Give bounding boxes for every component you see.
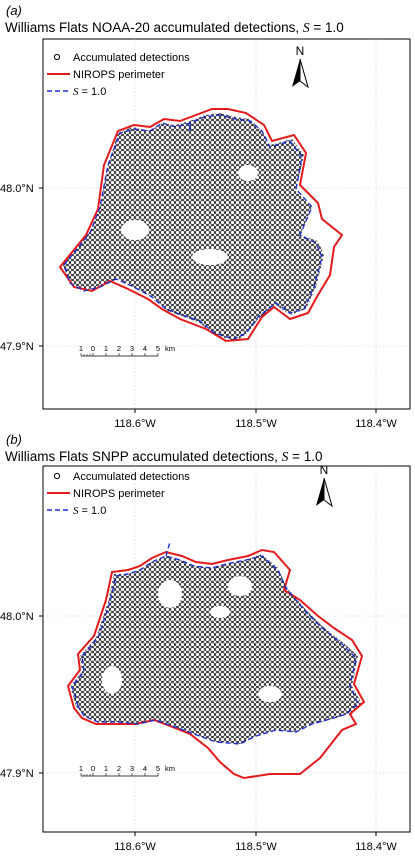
- svg-text:5: 5: [156, 344, 160, 353]
- svg-text:2: 2: [117, 764, 121, 773]
- legend-detections-label: Accumulated detections: [73, 52, 190, 64]
- lon-tick-1184: 118.4°W: [355, 418, 397, 430]
- svg-text:N: N: [320, 463, 329, 477]
- svg-text:0: 0: [91, 344, 95, 353]
- svg-text:2: 2: [117, 344, 121, 353]
- panel-b-letter: (b): [6, 432, 22, 447]
- map-b: 48.0°N 47.9°N 118.6°W 118.5°W 118.4°W Ac…: [0, 463, 411, 853]
- svg-text:3: 3: [130, 344, 134, 353]
- svg-text:N: N: [296, 44, 305, 58]
- map-a-nirops-perimeter: [58, 108, 344, 343]
- panel-a-title: Williams Flats NOAA-20 accumulated detec…: [5, 20, 344, 35]
- map-b-north-arrow-icon: N: [316, 463, 333, 508]
- legend-perimeter-label: NIROPS perimeter: [73, 488, 165, 500]
- legend-perimeter-label: NIROPS perimeter: [73, 69, 165, 81]
- map-b-s-line: [71, 555, 359, 745]
- lon-tick-1186: 118.6°W: [114, 418, 156, 430]
- lon-tick-1186: 118.6°W: [114, 841, 156, 853]
- svg-text:1: 1: [79, 764, 83, 773]
- lat-tick-479: 47.9°N: [0, 768, 34, 780]
- svg-text:3: 3: [130, 764, 134, 773]
- lon-tick-1185: 118.5°W: [235, 841, 277, 853]
- lat-tick-479: 47.9°N: [0, 341, 34, 353]
- legend-detection-marker: [53, 53, 61, 61]
- svg-text:1: 1: [104, 344, 108, 353]
- lat-tick-48: 48.0°N: [0, 611, 34, 623]
- panel-b-title: Williams Flats SNPP accumulated detectio…: [5, 449, 323, 464]
- svg-text:km: km: [165, 344, 175, 353]
- lon-tick-1185: 118.5°W: [235, 418, 277, 430]
- svg-text:4: 4: [143, 764, 147, 773]
- svg-text:0: 0: [91, 764, 95, 773]
- legend-detections-label: Accumulated detections: [73, 471, 190, 483]
- svg-text:km: km: [165, 764, 175, 773]
- map-b-scale-bar: 1 0 1 2 3 4 5 km: [79, 764, 175, 777]
- legend-detection-marker: [53, 472, 61, 480]
- svg-text:4: 4: [143, 344, 147, 353]
- map-a: 48.0°N 47.9°N 118.6°W 118.5°W 118.4°W Ac…: [0, 38, 411, 430]
- lat-tick-48: 48.0°N: [0, 183, 34, 195]
- map-b-legend: Accumulated detections NIROPS perimeter …: [47, 471, 190, 517]
- legend-s-label: S = 1.0: [73, 505, 106, 517]
- lon-tick-1184: 118.4°W: [355, 841, 397, 853]
- map-a-north-arrow-icon: N: [292, 44, 309, 89]
- map-a-s-line: [63, 114, 323, 340]
- legend-s-label: S = 1.0: [73, 86, 106, 98]
- map-a-legend: Accumulated detections NIROPS perimeter …: [47, 52, 190, 98]
- panel-a-letter: (a): [6, 3, 22, 18]
- svg-text:1: 1: [79, 344, 83, 353]
- svg-text:5: 5: [156, 764, 160, 773]
- map-b-nirops-perimeter: [66, 548, 366, 780]
- map-a-scale-bar: 1 0 1 2 3 4 5 km: [79, 344, 175, 357]
- svg-text:1: 1: [104, 764, 108, 773]
